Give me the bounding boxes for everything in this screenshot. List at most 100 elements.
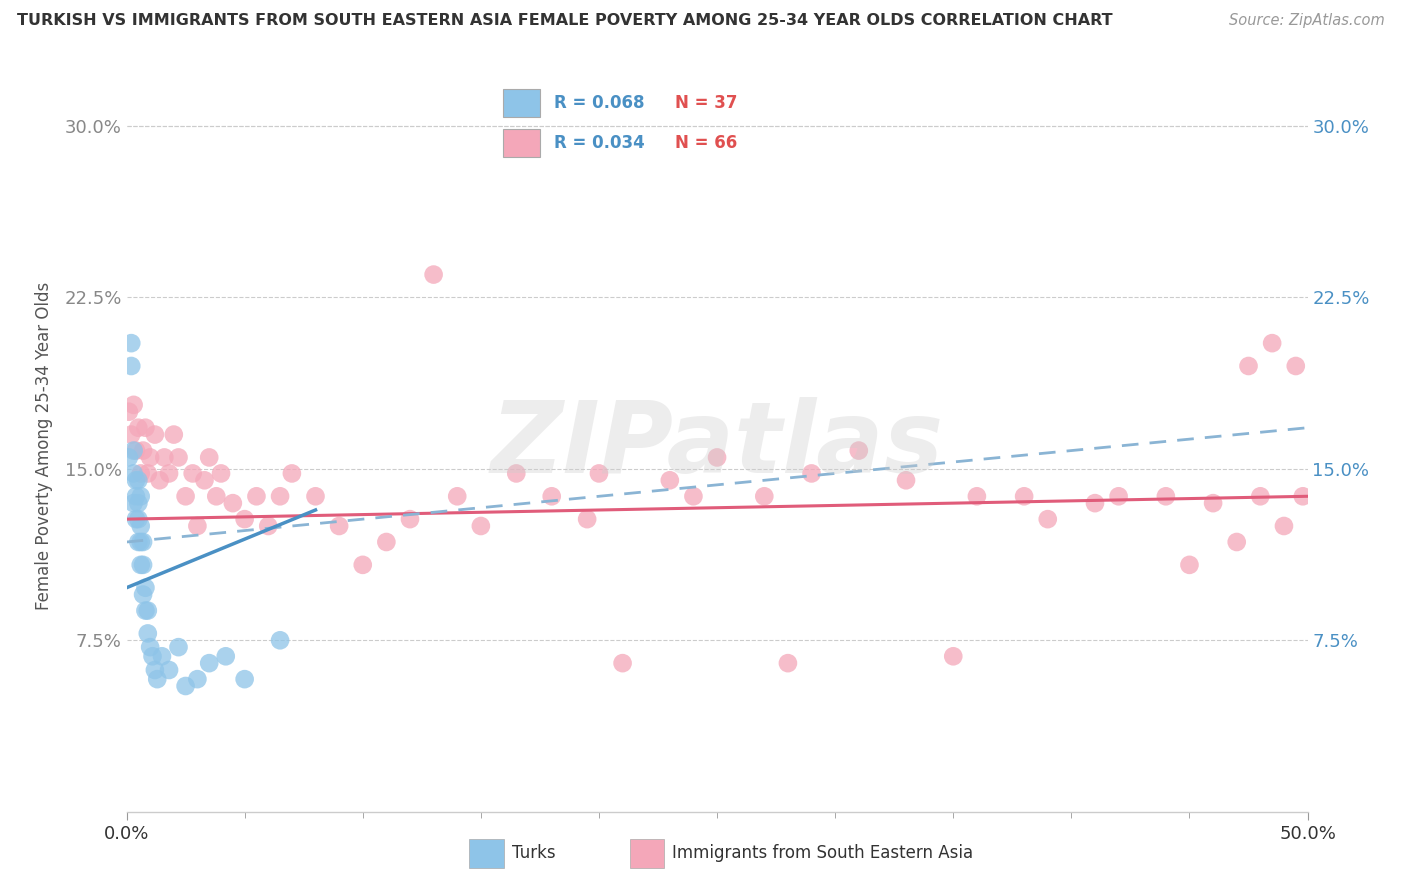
Point [848,443,870,458]
Point [422,268,444,282]
Point [136,604,159,618]
Point [134,581,156,595]
Point [127,473,149,487]
Point [143,663,166,677]
Point [233,672,256,686]
Point [143,427,166,442]
Text: TURKISH VS IMMIGRANTS FROM SOUTH EASTERN ASIA FEMALE POVERTY AMONG 25-34 YEAR OL: TURKISH VS IMMIGRANTS FROM SOUTH EASTERN… [17,13,1112,29]
Point [120,336,142,351]
Point [505,467,527,481]
Point [132,588,155,602]
Point [118,450,141,465]
Point [127,496,149,510]
Point [540,489,562,503]
Point [122,398,145,412]
Point [269,633,291,648]
Point [125,473,148,487]
Point [257,519,280,533]
Text: Source: ZipAtlas.com: Source: ZipAtlas.com [1229,13,1385,29]
Point [129,535,152,549]
Point [942,649,965,664]
Point [1084,496,1107,510]
Point [1249,489,1271,503]
Point [1108,489,1130,503]
Point [209,467,232,481]
Point [129,558,152,572]
Text: R = 0.068: R = 0.068 [554,95,644,112]
Point [125,512,148,526]
Point [576,512,599,526]
Point [1261,336,1284,351]
Point [304,489,326,503]
Point [1036,512,1059,526]
Point [658,473,681,487]
Point [205,489,228,503]
Point [1012,489,1035,503]
Point [245,489,267,503]
Point [682,489,704,503]
Point [120,427,142,442]
Point [222,496,245,510]
Point [1178,558,1201,572]
Point [776,656,799,670]
Point [328,519,350,533]
Point [1237,359,1260,373]
Point [163,427,186,442]
Point [167,450,190,465]
Y-axis label: Female Poverty Among 25-34 Year Olds: Female Poverty Among 25-34 Year Olds [35,282,53,610]
Point [129,467,152,481]
Point [167,640,190,655]
Point [120,359,142,373]
Point [157,663,180,677]
Point [186,519,208,533]
Point [269,489,291,503]
FancyBboxPatch shape [503,89,540,117]
Point [375,535,398,549]
Point [127,512,149,526]
Point [125,443,148,458]
Point [894,473,917,487]
Point [122,443,145,458]
Point [215,649,238,664]
Point [122,496,145,510]
Point [174,679,197,693]
FancyBboxPatch shape [630,839,665,868]
Point [1226,535,1249,549]
Point [186,672,208,686]
FancyBboxPatch shape [470,839,505,868]
Point [706,450,728,465]
Text: R = 0.034: R = 0.034 [554,134,645,152]
Text: Immigrants from South Eastern Asia: Immigrants from South Eastern Asia [672,844,973,862]
Point [141,649,163,664]
Point [139,450,162,465]
Text: ZIPatlas: ZIPatlas [491,398,943,494]
Point [352,558,374,572]
Point [136,626,159,640]
Text: Turks: Turks [512,844,555,862]
Point [134,421,156,435]
Point [118,405,141,419]
Point [139,640,162,655]
Point [129,519,152,533]
Point [132,558,155,572]
Point [1285,359,1308,373]
FancyBboxPatch shape [503,128,540,157]
Point [446,489,468,503]
Point [174,489,197,503]
Point [588,467,610,481]
Point [127,421,149,435]
Point [129,489,152,503]
Point [966,489,988,503]
Point [132,443,155,458]
Point [134,604,156,618]
Point [146,672,169,686]
Point [1292,489,1315,503]
Point [399,512,422,526]
Point [470,519,492,533]
Point [198,656,221,670]
Point [122,467,145,481]
Point [136,467,159,481]
Point [1272,519,1295,533]
Point [157,467,180,481]
Point [1154,489,1177,503]
